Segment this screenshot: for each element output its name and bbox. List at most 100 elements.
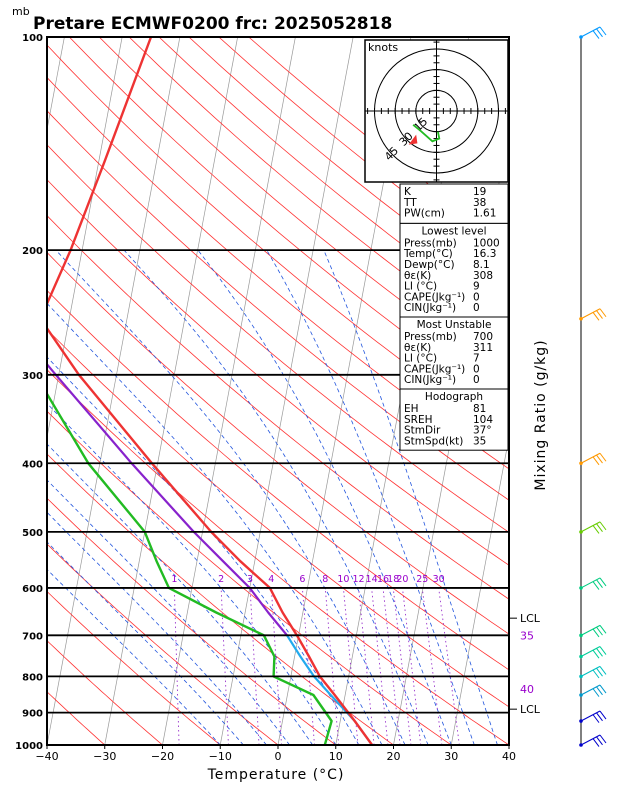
pressure-tick-label: 900: [22, 709, 43, 720]
mixing-ratio-line: [392, 587, 412, 745]
dry-adiabat: [47, 640, 163, 745]
isotherm: [450, 435, 509, 745]
dry-adiabat: [47, 110, 509, 501]
isotherm: [47, 37, 181, 745]
hodograph-indices-box: [399, 388, 509, 451]
most-unstable-value: 0: [473, 374, 480, 386]
pressure-tick-label: 500: [22, 528, 43, 539]
mixing-ratio-line: [401, 587, 422, 745]
dewpoint-line: [47, 391, 333, 745]
dry-adiabat: [47, 144, 509, 533]
mixing-ratio-line: [438, 587, 460, 745]
dry-adiabat: [47, 215, 509, 600]
hodograph-indices-key: StmDir: [404, 425, 441, 437]
mixing-ratio-label: 30: [433, 574, 445, 585]
temperature-line: [47, 37, 374, 745]
lowest-level-key: CIN(Jkg⁻¹): [404, 302, 456, 314]
hodograph-indices-value: 35: [473, 435, 486, 447]
right-side-label: LCL: [520, 612, 541, 625]
mixing-ratio-label: 1: [171, 574, 177, 585]
wind-barb: [580, 646, 607, 659]
most-unstable-key: CAPE(Jkg⁻¹): [404, 363, 465, 375]
x-tick-label: 0: [275, 750, 282, 763]
mixing-ratio-label: 16: [377, 574, 389, 585]
hodograph-indices-value: 104: [473, 414, 493, 426]
general-indices-box: [399, 183, 509, 224]
most-unstable-value: 311: [473, 342, 493, 354]
dry-adiabat: [47, 251, 509, 635]
mixing-ratio-label: 4: [268, 574, 274, 585]
wind-barb: [580, 684, 607, 697]
moist-adiabat: [47, 356, 360, 745]
x-tick-label: 20: [387, 750, 401, 763]
pressure-tick-label: 800: [22, 672, 43, 683]
wind-barb: [580, 734, 607, 747]
most-unstable-key: Press(mb): [404, 331, 457, 343]
general-indices-key: TT: [403, 197, 417, 209]
mixing-ratio-line: [358, 587, 375, 745]
mixing-ratio-label: 10: [337, 574, 349, 585]
isotherm: [104, 37, 238, 745]
mixing-ratio-label: 14: [366, 574, 378, 585]
lowest-level-key: LI (°C): [404, 281, 437, 293]
lowest-level-value: 1000: [473, 237, 500, 249]
lowest-level-value: 8.1: [473, 259, 490, 271]
mixing-ratio-label: 12: [353, 574, 365, 585]
hodograph-unit: knots: [368, 41, 398, 54]
isotherm: [47, 37, 123, 440]
wind-barb: [580, 521, 607, 534]
y-axis-label: Mixing Ratio (g/kg): [533, 339, 549, 490]
most-unstable-key: LI (°C): [404, 353, 437, 365]
mixing-ratio-label: 18: [387, 574, 399, 585]
moist-adiabat: [47, 479, 290, 745]
mixing-ratio-label: 20: [396, 574, 408, 585]
hodograph-indices-title: Hodograph: [425, 391, 483, 403]
general-indices-value: 38: [473, 197, 486, 209]
parcel-mu-line: [47, 362, 288, 636]
lowest-level-value: 0: [473, 291, 480, 303]
dry-adiabat: [47, 76, 509, 470]
pressure-tick-label: 400: [22, 459, 43, 470]
wind-barb: [580, 26, 607, 39]
dry-adiabat: [47, 328, 509, 708]
mixing-ratio-line: [173, 587, 180, 745]
dry-adiabat: [47, 369, 509, 745]
mixing-ratio-label: 2: [218, 574, 224, 585]
mixing-ratio-line: [270, 587, 282, 745]
chart-title: Pretare ECMWF0200 frc: 2025052818: [33, 14, 392, 34]
dry-adiabat: [47, 543, 279, 745]
lowest-level-box: [399, 222, 509, 318]
x-tick-label: 30: [444, 750, 458, 763]
lowest-level-value: 9: [473, 281, 480, 293]
most-unstable-value: 700: [473, 331, 493, 343]
pressure-tick-label: 600: [22, 584, 43, 595]
moist-adiabat: [47, 402, 337, 745]
mixing-ratio-line: [342, 587, 359, 745]
dry-adiabat: [47, 44, 509, 439]
wind-barb: [580, 710, 607, 723]
lowest-level-key: Dewp(°C): [404, 259, 455, 271]
dry-adiabat: [47, 590, 221, 745]
mixing-ratio-line: [301, 587, 315, 745]
right-side-label: 35: [520, 629, 534, 642]
wind-barb: [580, 308, 607, 321]
dry-adiabat: [47, 289, 509, 671]
hodograph-indices-key: SREH: [404, 414, 433, 426]
x-tick-label: 40: [502, 750, 516, 763]
general-indices-key: K: [404, 186, 412, 198]
most-unstable-key: CIN(Jkg⁻¹): [404, 374, 456, 386]
dry-adiabat: [47, 179, 509, 566]
lowest-level-value: 0: [473, 302, 480, 314]
moist-adiabat: [47, 302, 383, 745]
hodograph-indices-key: StmSpd(kt): [404, 435, 463, 447]
lowest-level-key: Press(mb): [404, 237, 457, 249]
isotherm: [219, 37, 354, 745]
hodograph-indices-value: 81: [473, 403, 486, 415]
right-side-label: 40: [520, 683, 534, 696]
pressure-tick-label: 200: [22, 246, 43, 257]
mixing-ratio-label: 8: [322, 574, 328, 585]
x-tick-label: −10: [209, 750, 232, 763]
general-indices-value: 1.61: [473, 208, 496, 220]
